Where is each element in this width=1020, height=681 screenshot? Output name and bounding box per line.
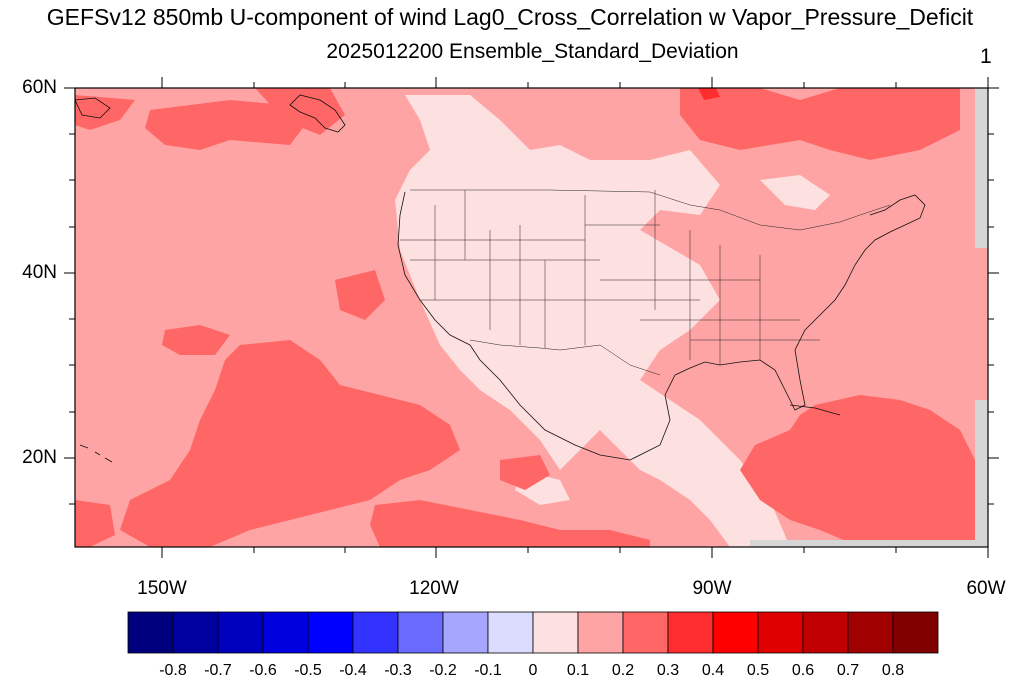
colorbar-label: 0.3 [656,662,680,679]
colorbar-box [127,611,174,654]
colorbar-label: 0.5 [746,662,770,679]
colorbar-label: 0.7 [836,662,860,679]
y-tick-label-40n: 40N [22,262,57,283]
colorbar-label: -0.7 [204,662,232,679]
colorbar-box [712,611,759,654]
colorbar-box [892,611,939,654]
level-0.2-0.3-regions [75,88,985,547]
colorbar-box [262,611,309,654]
map-subtitle: 2025012200 Ensemble_Standard_Deviation [326,40,739,63]
colorbar-box [307,611,354,654]
colorbar-box [172,611,219,654]
x-tick-label-120w: 120W [409,578,459,599]
colorbar-box [532,611,579,654]
colorbar-box [352,611,399,654]
colorbar [127,611,939,654]
colorbar-label: -0.2 [429,662,457,679]
colorbar-box [847,611,894,654]
colorbar-label: 0.2 [611,662,635,679]
colorbar-box [802,611,849,654]
colorbar-box [622,611,669,654]
y-tick-label-60n: 60N [22,77,57,98]
colorbar-label: -0.3 [384,662,412,679]
map-frame [74,87,989,548]
colorbar-box [487,611,534,654]
colorbar-box [217,611,264,654]
colorbar-label: 0.1 [566,662,590,679]
missing-data-regions [750,88,988,547]
colorbar-label: 0.4 [701,662,725,679]
colorbar-label: -0.8 [159,662,187,679]
y-tick-label-20n: 20N [22,447,57,468]
x-tick-label-90w: 90W [692,578,732,599]
colorbar-box [757,611,804,654]
colorbar-label: -0.4 [339,662,367,679]
colorbar-label: -0.5 [294,662,322,679]
colorbar-box [577,611,624,654]
colorbar-label: 0 [528,662,538,679]
level-0.3-0.4-regions [698,88,720,100]
state-borders [400,189,891,376]
colorbar-box [442,611,489,654]
colorbar-box [397,611,444,654]
colorbar-label: -0.1 [474,662,502,679]
colorbar-box [667,611,714,654]
coastlines [75,94,926,463]
x-tick-label-60w: 60W [966,578,1006,599]
x-tick-label-150w: 150W [137,578,187,599]
contour-field [75,88,988,547]
level-0-0.1-regions [395,95,830,547]
colorbar-label: -0.6 [249,662,277,679]
panel-number: 1 [980,45,992,68]
map-title: GEFSv12 850mb U-component of wind Lag0_C… [46,4,974,30]
axis-ticks [64,77,999,558]
colorbar-label: 0.8 [881,662,905,679]
colorbar-label: 0.6 [791,662,815,679]
